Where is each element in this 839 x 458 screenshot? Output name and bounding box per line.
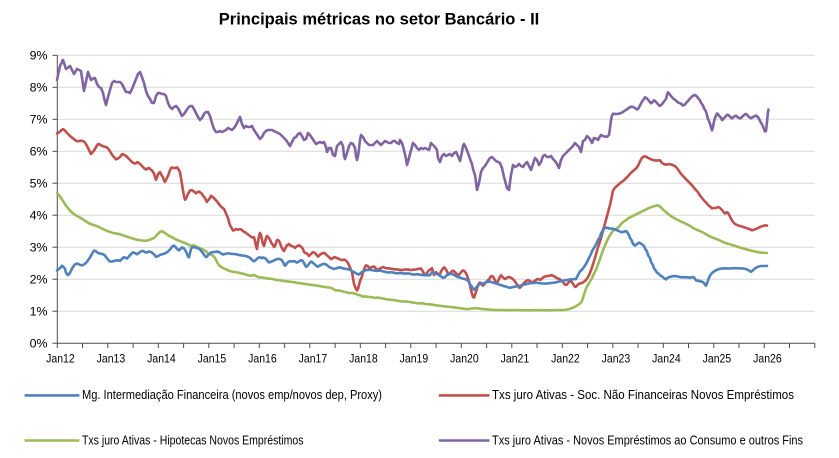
svg-text:2%: 2% bbox=[30, 273, 48, 287]
svg-text:5%: 5% bbox=[30, 177, 48, 191]
svg-text:Jan17: Jan17 bbox=[299, 352, 328, 366]
svg-text:Jan21: Jan21 bbox=[501, 352, 530, 366]
svg-text:Jan20: Jan20 bbox=[450, 352, 479, 366]
svg-text:Jan18: Jan18 bbox=[349, 352, 378, 366]
svg-text:6%: 6% bbox=[30, 145, 48, 159]
svg-text:0%: 0% bbox=[30, 337, 48, 351]
svg-text:Mg. Intermediação Financeira (: Mg. Intermediação Financeira (novos emp/… bbox=[82, 388, 382, 402]
svg-text:Jan24: Jan24 bbox=[652, 352, 681, 366]
svg-text:Jan22: Jan22 bbox=[551, 352, 580, 366]
svg-text:3%: 3% bbox=[30, 241, 48, 255]
svg-text:Jan13: Jan13 bbox=[97, 352, 126, 366]
svg-text:9%: 9% bbox=[30, 49, 48, 63]
svg-text:Txs juro Ativas - Hipotecas No: Txs juro Ativas - Hipotecas Novos Emprés… bbox=[82, 433, 304, 447]
svg-text:Jan23: Jan23 bbox=[602, 352, 631, 366]
svg-text:Txs juro Ativas - Soc. Não Fin: Txs juro Ativas - Soc. Não Financeiras N… bbox=[492, 388, 794, 402]
svg-text:Txs juro Ativas - Novos Emprés: Txs juro Ativas - Novos Empréstimos ao C… bbox=[492, 433, 803, 447]
svg-text:Jan16: Jan16 bbox=[248, 352, 277, 366]
svg-text:Jan14: Jan14 bbox=[147, 352, 176, 366]
svg-text:Jan12: Jan12 bbox=[46, 352, 75, 366]
svg-text:7%: 7% bbox=[30, 113, 48, 127]
svg-text:8%: 8% bbox=[30, 81, 48, 95]
svg-text:1%: 1% bbox=[30, 305, 48, 319]
svg-text:Principais métricas no setor B: Principais métricas no setor Bancário - … bbox=[219, 11, 540, 29]
svg-text:Jan26: Jan26 bbox=[753, 352, 782, 366]
svg-text:4%: 4% bbox=[30, 209, 48, 223]
svg-text:Jan19: Jan19 bbox=[400, 352, 429, 366]
svg-text:Jan15: Jan15 bbox=[198, 352, 227, 366]
svg-text:Jan25: Jan25 bbox=[703, 352, 732, 366]
